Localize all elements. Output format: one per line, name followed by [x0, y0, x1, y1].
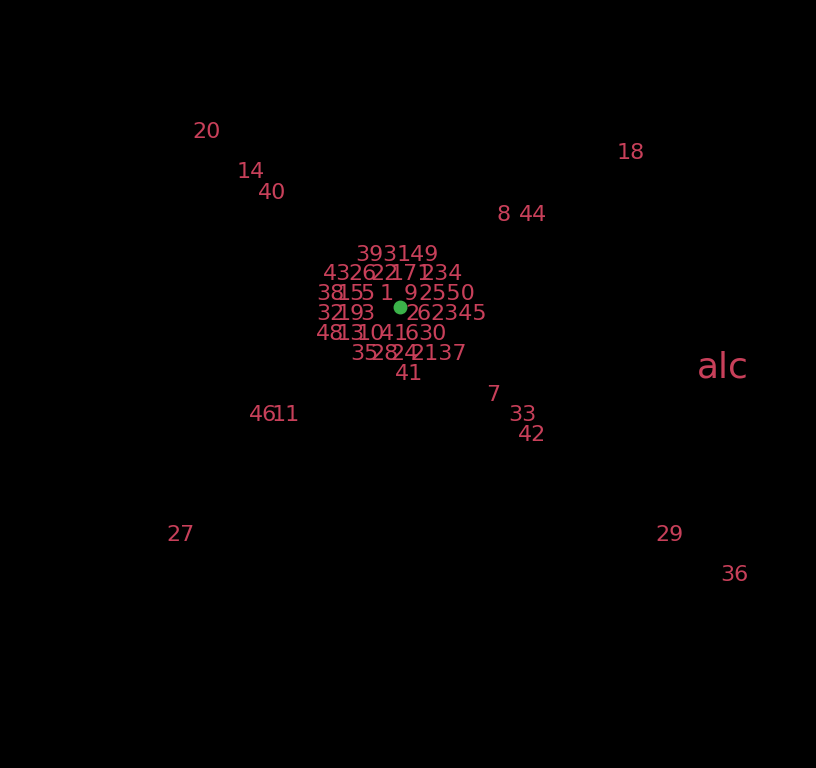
Text: 46: 46 [249, 405, 277, 425]
Text: 18: 18 [617, 143, 645, 163]
Text: alc: alc [697, 350, 749, 384]
Text: 48: 48 [316, 324, 344, 344]
Text: 19: 19 [337, 304, 366, 324]
Text: 8: 8 [497, 205, 511, 225]
Text: 20: 20 [192, 122, 220, 142]
Text: 7: 7 [486, 385, 500, 405]
Text: 30: 30 [418, 324, 446, 344]
Text: 38: 38 [316, 284, 344, 304]
Text: 33: 33 [508, 405, 536, 425]
Text: 3: 3 [382, 245, 396, 265]
Text: 42: 42 [518, 425, 546, 445]
Text: 2345: 2345 [430, 304, 486, 324]
Text: 14: 14 [237, 162, 265, 182]
Text: 1: 1 [394, 324, 408, 344]
Text: 13: 13 [337, 324, 366, 344]
Text: 6: 6 [405, 324, 419, 344]
Text: 2137: 2137 [410, 344, 467, 364]
Text: 10: 10 [357, 324, 385, 344]
Text: 149: 149 [397, 245, 439, 265]
Text: 3: 3 [360, 304, 374, 324]
Text: 36: 36 [720, 565, 748, 585]
Text: 40: 40 [258, 183, 286, 203]
Text: 43: 43 [323, 264, 351, 284]
Text: 32: 32 [316, 304, 344, 324]
Text: 39: 39 [355, 245, 384, 265]
Text: 11: 11 [272, 405, 300, 425]
Text: 234: 234 [420, 264, 463, 284]
Text: 24: 24 [390, 344, 419, 364]
Text: 44: 44 [519, 205, 548, 225]
Text: 28: 28 [370, 344, 398, 364]
Text: 2550: 2550 [418, 284, 475, 304]
Text: 29: 29 [655, 525, 683, 545]
Text: 27: 27 [166, 525, 194, 545]
Text: 5: 5 [360, 284, 375, 304]
Text: 22: 22 [370, 264, 398, 284]
Text: 26: 26 [348, 264, 376, 284]
Text: 6: 6 [417, 304, 431, 324]
Text: 4: 4 [380, 324, 394, 344]
Text: 171: 171 [390, 264, 432, 284]
Text: 15: 15 [337, 284, 366, 304]
Text: 41: 41 [395, 364, 424, 384]
Text: 2: 2 [405, 304, 419, 324]
Text: 35: 35 [350, 344, 379, 364]
Text: 9: 9 [404, 284, 418, 304]
Text: 1: 1 [380, 284, 394, 304]
